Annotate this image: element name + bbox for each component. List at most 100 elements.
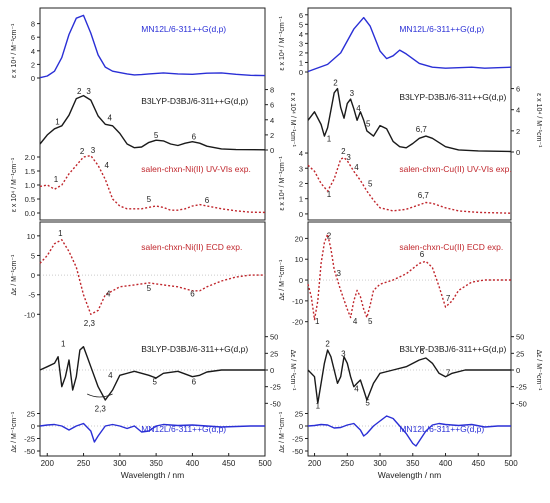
- left-top-frame: [39, 7, 266, 221]
- left-bottom-ecd-1-ytick-label: -50: [270, 399, 281, 408]
- left-bottom-ecd-1-peak-label: 2,3: [95, 404, 107, 413]
- left-top-uv-1-peak-label: 5: [154, 131, 159, 140]
- right-bottom-ecd-1-peak-label: 3: [341, 350, 346, 359]
- right-bottom-ecd-1-peak-label: 2: [325, 340, 330, 349]
- left-top-uv-2-ytick-label: 2.0: [25, 153, 35, 162]
- left-top-uv-2-peak-label: 2: [80, 147, 85, 156]
- left-bottom-ecd-1-ytick-label: 50: [270, 333, 278, 342]
- right-top-uv-2-peak-label: 2: [341, 147, 346, 156]
- right-bottom-ecd-0-peak-label: 1: [315, 317, 320, 326]
- right-bottom-ecd-1-ytick-label: -25: [516, 383, 527, 392]
- right-top-uv-1-ytick-label: 4: [516, 106, 520, 115]
- left-top-uv-1-series-line: [39, 94, 266, 151]
- right-bottom-ecd-1-peak-label: 5: [365, 398, 370, 407]
- left-top-uv-0-ytick-label: 4: [31, 47, 35, 56]
- right-top-uv-1-peak-label: 2: [333, 78, 338, 87]
- right-bottom-xtick-label: 350: [406, 459, 420, 468]
- right-top-uv-0-ylabel: ε x 10⁴ / M⁻¹cm⁻¹: [279, 16, 286, 71]
- left-bottom-xtick-label: 300: [113, 459, 127, 468]
- left-bottom-ecd-2-ytick-label: -25: [24, 435, 35, 444]
- right-top-uv-1-ylabel: ε x 10⁴ / M⁻¹cm⁻¹: [535, 93, 542, 148]
- right-top-uv-2-ytick-label: 3: [299, 164, 303, 173]
- left-top-uv-1-ytick-label: 6: [270, 101, 274, 110]
- left-top-uv-2-ytick-label: 0.0: [25, 209, 35, 218]
- right-top-uv-1-series-label: B3LYP-D3BJ/6-311++G(d,p): [399, 92, 506, 102]
- right-top-uv-1-ytick-label: 6: [516, 85, 520, 94]
- left-top-uv-2-ytick-label: 1.5: [25, 167, 35, 176]
- right-top-uv-1-peak-label: 4: [356, 104, 361, 113]
- right-bottom-xtick-label: 250: [341, 459, 355, 468]
- right-bottom-ecd-0-peak-label: 5: [368, 317, 373, 326]
- right-bottom-ecd-0-ytick-label: 20: [295, 234, 303, 243]
- left-bottom-ecd-2-series-line: [39, 422, 265, 443]
- right-bottom-xtick-label: 500: [504, 459, 518, 468]
- right-bottom-ecd-1-peak-label: 7: [446, 368, 451, 377]
- right-top-uv-1-ytick-label: 0: [516, 148, 520, 157]
- left-bottom-ecd-1-ylabel: Δε / M⁻¹cm⁻¹: [289, 350, 296, 392]
- left-bottom-ecd-0-peak-label: 6: [190, 290, 195, 299]
- left-top-uv-1-peak-label: 3: [86, 87, 91, 96]
- right-top-uv-1-peak-label: 1: [327, 134, 332, 143]
- left-top-uv-0-ytick-label: 8: [31, 20, 35, 29]
- left-top-uv-2-peak-label: 1: [54, 175, 59, 184]
- left-top-uv-2-peak-label: 5: [147, 195, 152, 204]
- left-bottom-ecd-2-series-label: MN12L/6-311++G(d,p): [141, 424, 226, 434]
- right-top-uv-0-ytick-label: 5: [299, 20, 303, 29]
- left-bottom-ecd-1-peak-label: 6: [192, 378, 197, 387]
- right-top-uv-0-ytick-label: 1: [299, 58, 303, 67]
- right-bottom-ecd-1-ylabel: Δε / M⁻¹cm⁻¹: [535, 350, 542, 392]
- left-bottom-ecd-1-series-label: B3LYP-D3BJ/6-311++G(d,p): [141, 344, 248, 354]
- right-bottom-ecd-2-series-label: MN12L/6-311++G(d,p): [399, 424, 484, 434]
- right-bottom-ecd-0-ytick-label: 0: [299, 276, 303, 285]
- right-top-uv-1-peak-label: 5: [366, 120, 371, 129]
- left-top-uv-0-series-line: [39, 14, 266, 79]
- right-bottom-ecd-0-peak-label: 2: [327, 231, 332, 240]
- right-bottom-ecd-0-ytick-label: -20: [292, 318, 303, 327]
- right-bottom-ecd-0-ytick-label: -10: [292, 297, 303, 306]
- right-top-uv-1-peak-label: 3: [350, 89, 355, 98]
- left-bottom-ecd-2-ytick-label: 0: [31, 422, 35, 431]
- left-top-uv-0-ytick-label: 0: [31, 74, 35, 83]
- right-bottom-ecd-1-series-line: [307, 349, 511, 404]
- left-bottom-xtick-label: 250: [77, 459, 91, 468]
- right-top-uv-0-series-label: MN12L/6-311++G(d,p): [399, 24, 484, 34]
- right-bottom-ecd-0-series-label: salen-chxn-Cu(II) ECD exp.: [399, 242, 503, 252]
- left-top-uv-0-series-label: MN12L/6-311++G(d,p): [141, 24, 226, 34]
- left-bottom-ecd-2-ytick-label: 25: [27, 410, 35, 419]
- right-top-uv-2-ytick-label: 1: [299, 195, 303, 204]
- left-bottom-ecd-1-ytick-label: -25: [270, 383, 281, 392]
- left-bottom-ecd-1-series-line: [39, 346, 265, 401]
- left-top-uv-2-ytick-label: 1.0: [25, 181, 35, 190]
- left-bottom-ecd-0-peak-label: 5: [147, 284, 152, 293]
- left-top-uv-2-ytick-label: 0.5: [25, 195, 35, 204]
- left-top-uv-2-peak-label: 6: [205, 196, 210, 205]
- right-bottom-ecd-2-ytick-label: -25: [292, 435, 303, 444]
- left-top-uv-1-series-label: B3LYP-D3BJ/6-311++G(d,p): [141, 96, 248, 106]
- right-bottom-ecd-2-ylabel: Δε / M⁻¹cm⁻¹: [279, 411, 286, 453]
- left-bottom-ecd-0-peak-label: 4: [106, 290, 111, 299]
- left-top-uv-1-peak-label: 2: [77, 87, 82, 96]
- right-bottom-ecd-0-series-line: [307, 233, 511, 321]
- right-bottom-ecd-0-ylabel: Δε / M⁻¹cm⁻¹: [279, 259, 286, 301]
- left-bottom-ecd-1-ytick-label: 0: [270, 366, 274, 375]
- right-bottom-ecd-0-peak-label: 7: [446, 294, 451, 303]
- right-top-uv-2-peak-label: 4: [354, 163, 359, 172]
- left-bottom-ecd-1-ytick-label: 25: [270, 349, 278, 358]
- left-bottom-ecd-0-peak-label: 2,3: [84, 319, 96, 328]
- left-bottom-ecd-2-ytick-label: -50: [24, 447, 35, 456]
- left-bottom-xtick-label: 200: [41, 459, 55, 468]
- left-top-uv-1-ytick-label: 0: [270, 146, 274, 155]
- right-bottom-xtick-label: 200: [308, 459, 322, 468]
- right-bottom-ecd-0-peak-label: 3: [337, 269, 342, 278]
- right-top-uv-1-peak-label: 6,7: [416, 125, 428, 134]
- left-bottom-ecd-0-series-label: salen-chxn-Ni(II) ECD exp.: [141, 242, 242, 252]
- right-bottom-xtick-label: 400: [439, 459, 453, 468]
- left-top-uv-1-ylabel: ε x 10⁴ / M⁻¹cm⁻¹: [289, 93, 296, 148]
- left-bottom-xtick-label: 350: [149, 459, 163, 468]
- right-top-uv-2-peak-label: 5: [368, 180, 373, 189]
- right-bottom-ecd-1-peak-label: 6: [420, 347, 425, 356]
- right-top-uv-2-series-line: [307, 156, 512, 214]
- left-bottom-ecd-2-ylabel: Δε / M⁻¹cm⁻¹: [11, 411, 18, 453]
- left-bottom-frame: [39, 221, 266, 457]
- left-bottom-ecd-1-peak-label: 4: [108, 371, 113, 380]
